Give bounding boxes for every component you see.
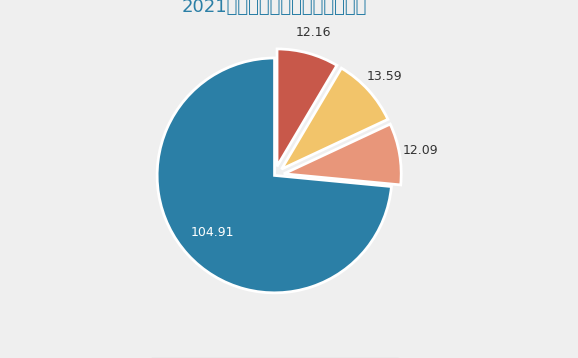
Text: 12.16: 12.16 <box>296 26 331 39</box>
Wedge shape <box>284 124 401 185</box>
Wedge shape <box>281 68 388 169</box>
Title: 2021年一心堂各品类营收（亿元）: 2021年一心堂各品类营收（亿元） <box>182 0 367 16</box>
Wedge shape <box>157 58 391 293</box>
Wedge shape <box>277 49 337 166</box>
Text: 13.59: 13.59 <box>366 69 402 83</box>
Text: 12.09: 12.09 <box>402 144 438 157</box>
Text: 104.91: 104.91 <box>190 226 234 239</box>
